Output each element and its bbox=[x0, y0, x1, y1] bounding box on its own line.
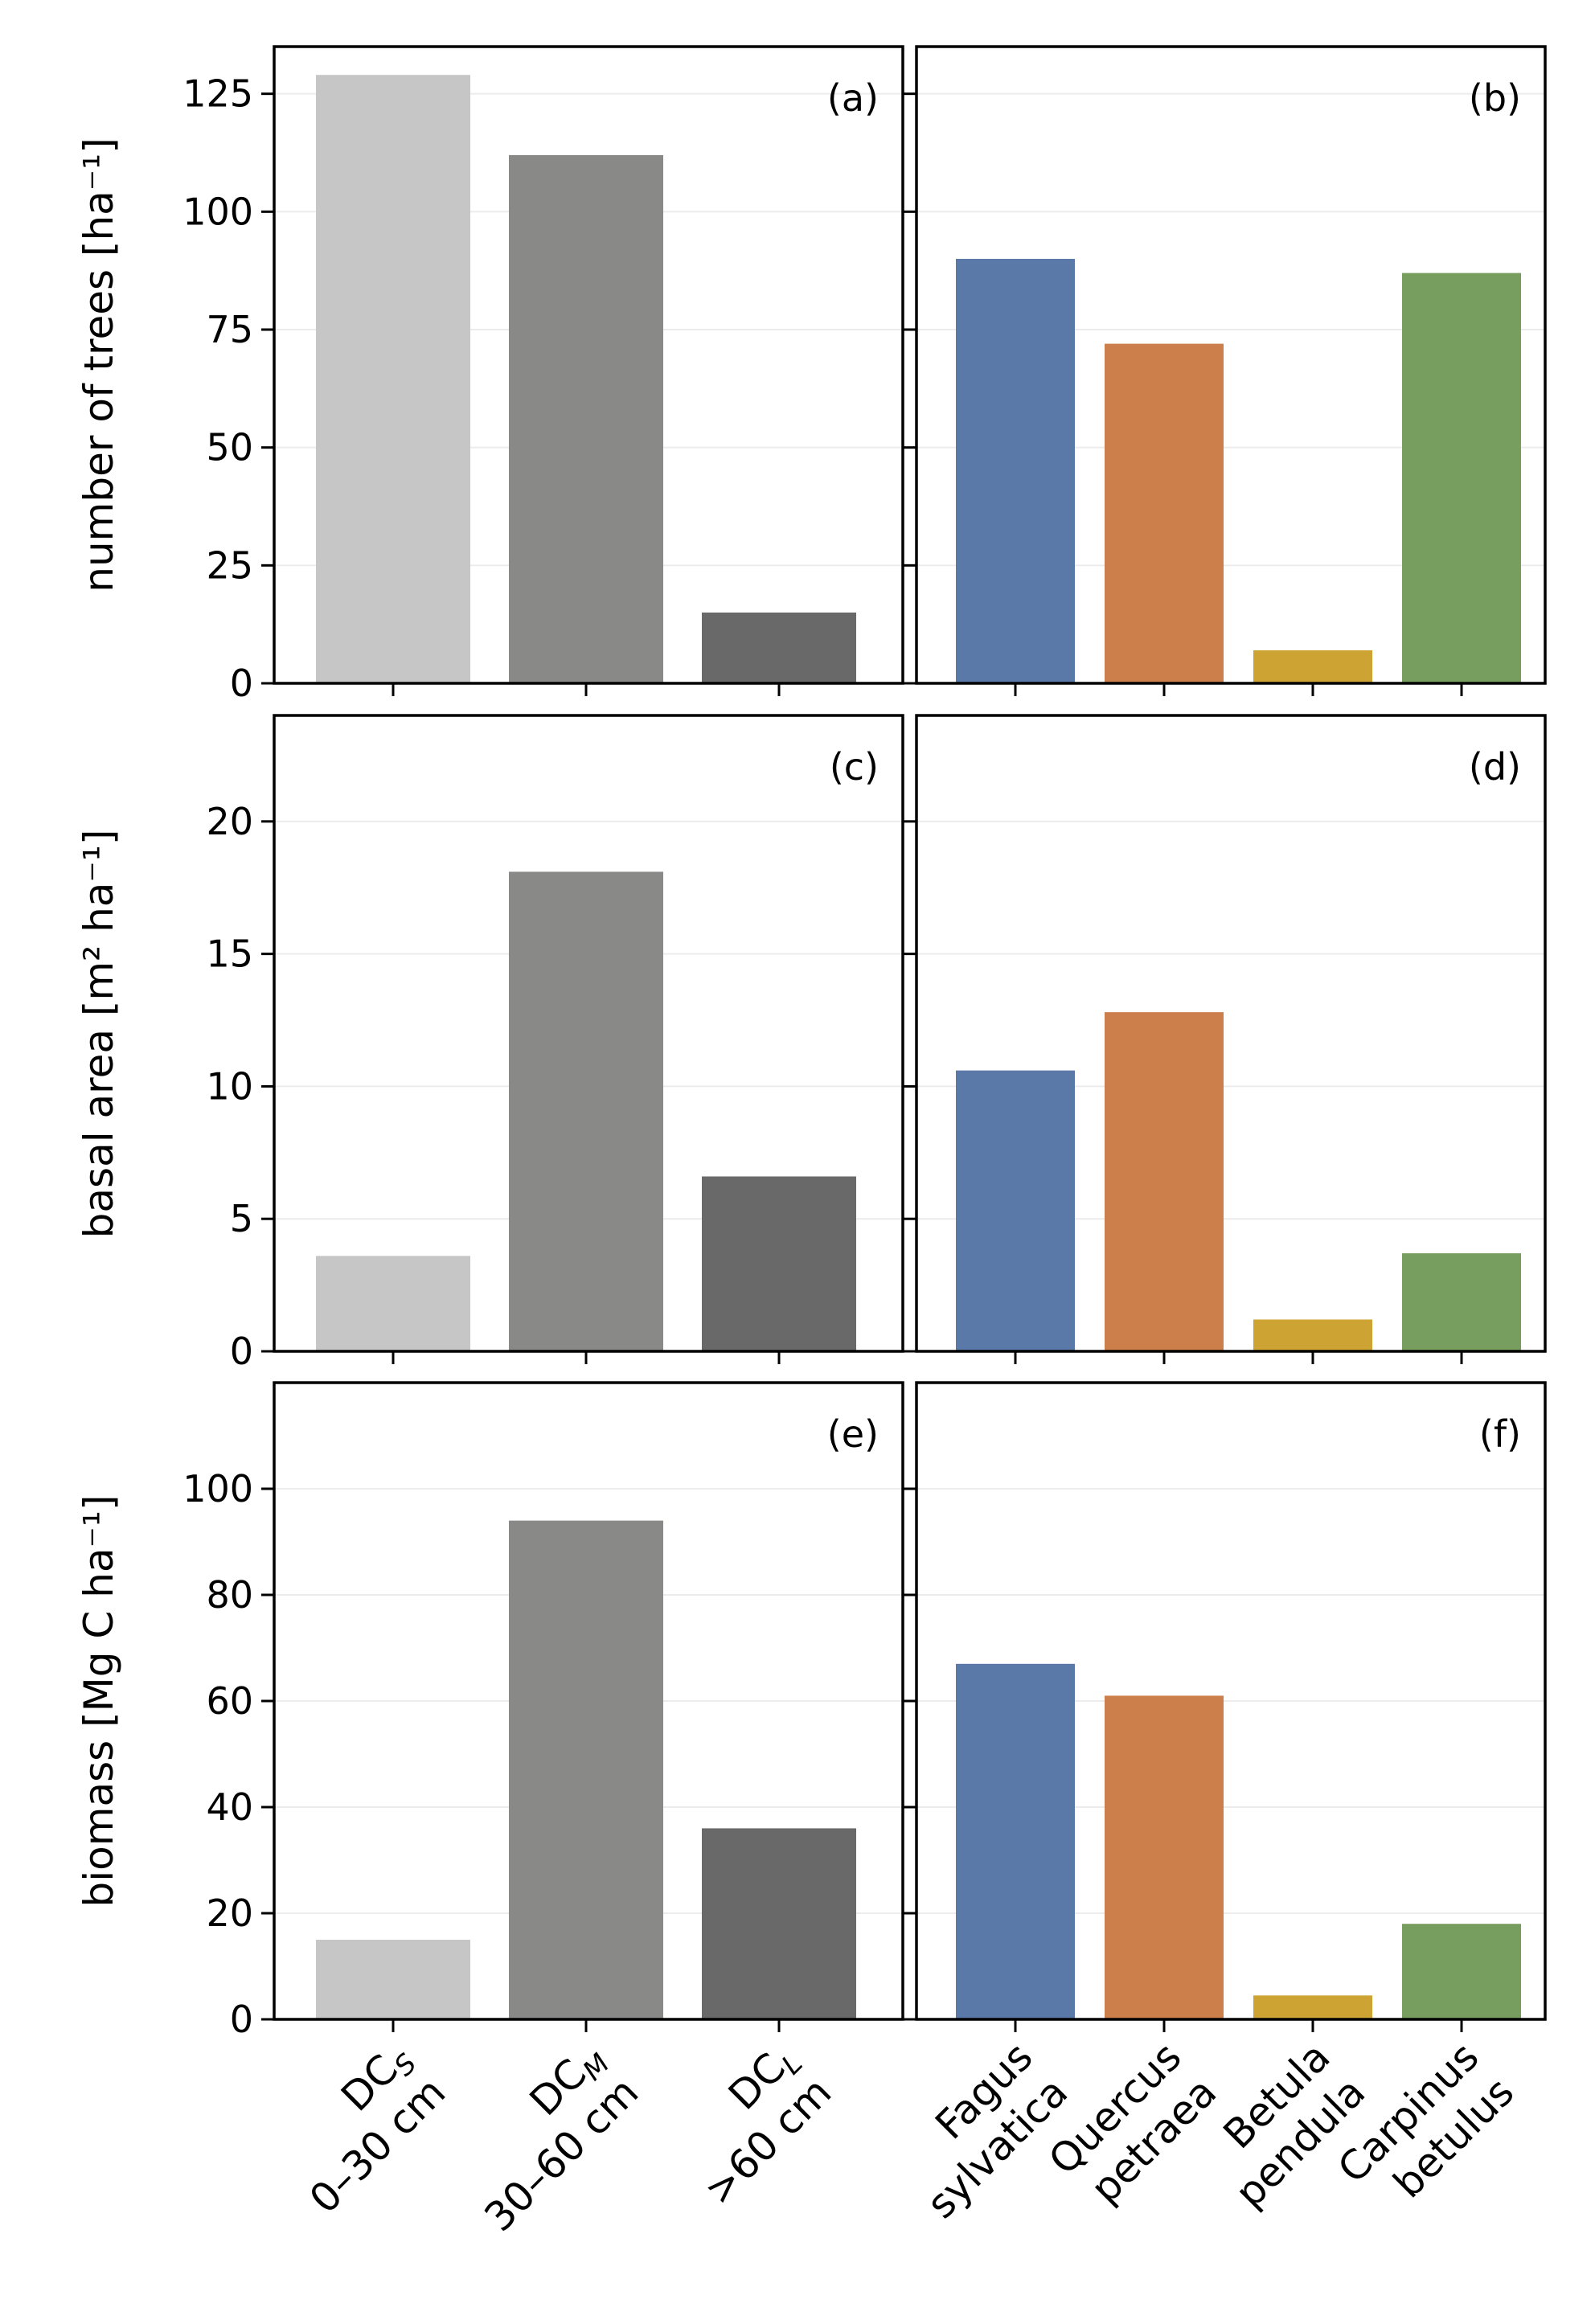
bar-b-4 bbox=[1402, 273, 1521, 683]
y-tick-label: 20 bbox=[206, 800, 253, 843]
y-axis-label-row-3: biomass [Mg C ha⁻¹] bbox=[76, 1495, 122, 1908]
y-tick-label: 100 bbox=[182, 190, 253, 233]
bar-f-3 bbox=[1253, 1995, 1372, 2019]
y-tick-label: 80 bbox=[206, 1573, 253, 1617]
y-tick-label: 5 bbox=[230, 1197, 253, 1240]
panel-label: (c) bbox=[830, 745, 879, 789]
axes-frame bbox=[273, 714, 904, 1353]
bar-e-1 bbox=[316, 1940, 470, 2019]
bar-b-2 bbox=[1105, 343, 1224, 683]
y-tick-label: 125 bbox=[182, 72, 253, 116]
bar-e-2 bbox=[509, 1520, 663, 2019]
y-tick-label: 20 bbox=[206, 1892, 253, 1935]
axes-frame bbox=[915, 45, 1547, 685]
panel-label: (f) bbox=[1479, 1412, 1521, 1456]
bar-f-4 bbox=[1402, 1924, 1521, 2019]
y-tick-label: 15 bbox=[206, 932, 253, 976]
y-tick-label: 60 bbox=[206, 1679, 253, 1723]
bar-d-3 bbox=[1253, 1319, 1372, 1351]
bar-c-2 bbox=[509, 871, 663, 1351]
bar-d-4 bbox=[1402, 1253, 1521, 1351]
axes-frame bbox=[915, 714, 1547, 1353]
panel-label: (a) bbox=[827, 76, 879, 120]
panel-c: 0 5 10 15 20 (c) bbox=[206, 714, 904, 1373]
bar-a-2 bbox=[509, 154, 663, 683]
panel-label: (b) bbox=[1469, 76, 1521, 120]
bar-d-1 bbox=[956, 1070, 1075, 1351]
panel-label: (e) bbox=[827, 1412, 879, 1456]
x-tick-label-dc-3: DCL>60 cm bbox=[695, 2044, 841, 2214]
y-tick-label: 50 bbox=[206, 426, 253, 469]
axes-frame bbox=[273, 45, 904, 685]
y-tick-label: 0 bbox=[230, 662, 253, 705]
panel-label: (d) bbox=[1469, 745, 1521, 789]
bar-c-3 bbox=[702, 1176, 856, 1351]
y-tick-label: 10 bbox=[206, 1064, 253, 1108]
bar-b-3 bbox=[1253, 650, 1372, 683]
y-axis-label-row-2: basal area [m² ha⁻¹] bbox=[76, 830, 122, 1239]
panel-f: (f) bbox=[904, 1381, 1547, 2032]
panel-a: 0 25 50 75 100 125 (a) bbox=[182, 45, 904, 705]
bar-c-1 bbox=[316, 1256, 470, 1351]
y-tick-label: 40 bbox=[206, 1785, 253, 1829]
panel-e: 0 20 40 60 80 100 (e) bbox=[182, 1381, 904, 2041]
bar-e-3 bbox=[702, 1828, 856, 2019]
bar-a-3 bbox=[702, 613, 856, 683]
panel-b: (b) bbox=[904, 45, 1547, 696]
y-tick-label: 100 bbox=[182, 1467, 253, 1510]
y-tick-label: 0 bbox=[230, 1998, 253, 2041]
bar-f-1 bbox=[956, 1663, 1075, 2019]
y-axis-label-row-1: number of trees [ha⁻¹] bbox=[76, 137, 122, 592]
panel-d: (d) bbox=[904, 714, 1547, 1364]
bar-b-1 bbox=[956, 259, 1075, 683]
y-tick-label: 75 bbox=[206, 308, 253, 351]
bar-d-2 bbox=[1105, 1012, 1224, 1351]
bar-f-2 bbox=[1105, 1695, 1224, 2019]
bar-a-1 bbox=[316, 75, 470, 683]
y-tick-label: 25 bbox=[206, 543, 253, 587]
y-tick-label: 0 bbox=[230, 1330, 253, 1373]
